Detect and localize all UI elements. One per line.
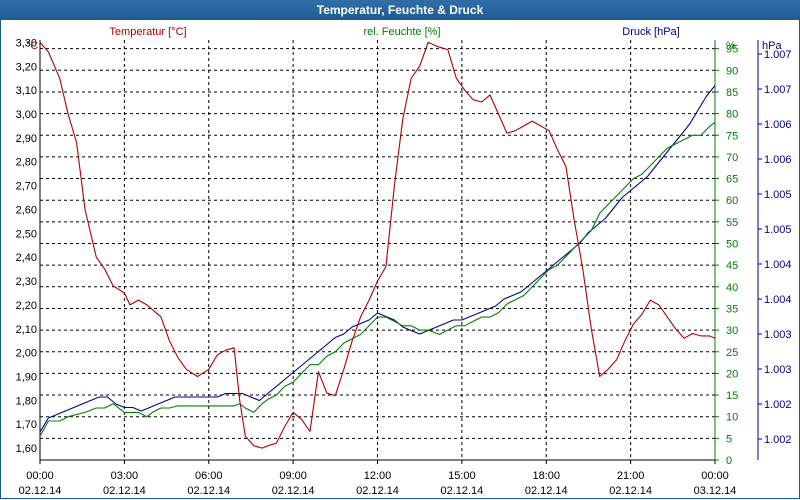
middle-tick-label: 5	[726, 433, 732, 445]
middle-tick-label: 90	[726, 65, 738, 77]
series-lines	[39, 41, 716, 449]
x-tick-time: 15:00	[448, 470, 476, 482]
right-tick-label: 1.007	[764, 49, 792, 61]
axes	[39, 40, 762, 464]
x-tick-date: 02.12.14	[272, 485, 315, 497]
middle-tick-label: 45	[726, 260, 738, 272]
middle-tick-label: 50	[726, 239, 738, 251]
x-tick-date: 02.12.14	[609, 485, 652, 497]
x-tick-time: 03:00	[111, 470, 139, 482]
temperature-series-line	[39, 41, 716, 449]
x-tick-time: 09:00	[279, 470, 307, 482]
middle-tick-label: 0	[726, 455, 732, 467]
left-tick-label: 3,00	[16, 109, 37, 121]
right-tick-label: 1.007	[764, 84, 792, 96]
x-tick-time: 00:00	[701, 470, 729, 482]
left-tick-label: 2,00	[16, 348, 37, 360]
left-tick-label: 2,40	[16, 252, 37, 264]
x-tick-date: 02.12.14	[19, 485, 62, 497]
humidity-series-line	[39, 121, 716, 437]
x-tick-date: 02.12.14	[356, 485, 399, 497]
right-axis-unit: hPa	[762, 40, 782, 52]
x-tick-date: 02.12.14	[440, 485, 483, 497]
left-tick-label: 3,30	[16, 37, 37, 49]
left-axis-title: Temperatur [°C]	[109, 26, 186, 38]
right-tick-label: 1.004	[764, 259, 792, 271]
right-tick-label: 1.003	[764, 329, 792, 341]
middle-tick-label: 80	[726, 109, 738, 121]
middle-tick-label: 20	[726, 368, 738, 380]
right-tick-label: 1.006	[764, 154, 792, 166]
left-tick-label: 2,80	[16, 157, 37, 169]
pressure-series-line	[39, 85, 716, 433]
left-tick-label: 2,50	[16, 228, 37, 240]
middle-tick-label: 70	[726, 152, 738, 164]
middle-tick-label: 60	[726, 195, 738, 207]
middle-tick-label: 85	[726, 87, 738, 99]
left-tick-label: 1,70	[16, 419, 37, 431]
x-tick-time: 21:00	[617, 470, 645, 482]
middle-tick-label: 75	[726, 130, 738, 142]
middle-axis-title: rel. Feuchte [%]	[363, 26, 440, 38]
middle-axis-unit: %	[726, 40, 736, 52]
left-tick-label: 2,20	[16, 300, 37, 312]
right-tick-label: 1.004	[764, 294, 792, 306]
x-tick-date: 02.12.14	[525, 485, 568, 497]
x-tick-time: 18:00	[532, 470, 560, 482]
middle-tick-label: 95	[726, 44, 738, 56]
left-tick-label: 1,60	[16, 443, 37, 455]
middle-tick-label: 15	[726, 390, 738, 402]
middle-tick-label: 30	[726, 325, 738, 337]
grid-lines	[40, 40, 715, 460]
left-tick-label: 3,20	[16, 61, 37, 73]
left-tick-label: 2,10	[16, 324, 37, 336]
left-tick-label: 3,10	[16, 85, 37, 97]
x-tick-date: 03.12.14	[694, 485, 737, 497]
left-tick-label: 2,60	[16, 204, 37, 216]
middle-tick-label: 25	[726, 347, 738, 359]
left-axis-unit: °C	[26, 40, 38, 52]
left-tick-label: 2,90	[16, 133, 37, 145]
left-tick-label: 2,30	[16, 276, 37, 288]
left-tick-label: 1,90	[16, 371, 37, 383]
middle-tick-label: 10	[726, 412, 738, 424]
x-tick-time: 06:00	[195, 470, 223, 482]
axis-labels: 00:00 02.12.14 03:00 02.12.14 06:00 02.12.14 0…	[16, 37, 792, 497]
left-tick-label: 2,70	[16, 181, 37, 193]
middle-tick-label: 35	[726, 303, 738, 315]
x-tick-time: 00:00	[26, 470, 54, 482]
x-tick-time: 12:00	[364, 470, 392, 482]
right-tick-label: 1.006	[764, 119, 792, 131]
right-tick-label: 1.002	[764, 399, 792, 411]
right-tick-label: 1.005	[764, 224, 792, 236]
x-tick-date: 02.12.14	[187, 485, 230, 497]
chart-title: Temperatur, Feuchte & Druck	[0, 0, 800, 20]
x-tick-date: 02.12.14	[103, 485, 146, 497]
middle-tick-label: 65	[726, 174, 738, 186]
right-axis-title: Druck [hPa]	[622, 26, 679, 38]
left-tick-label: 1,80	[16, 395, 37, 407]
right-tick-label: 1.003	[764, 364, 792, 376]
right-tick-label: 1.002	[764, 434, 792, 446]
middle-tick-label: 40	[726, 282, 738, 294]
middle-tick-label: 55	[726, 217, 738, 229]
right-tick-label: 1.005	[764, 189, 792, 201]
